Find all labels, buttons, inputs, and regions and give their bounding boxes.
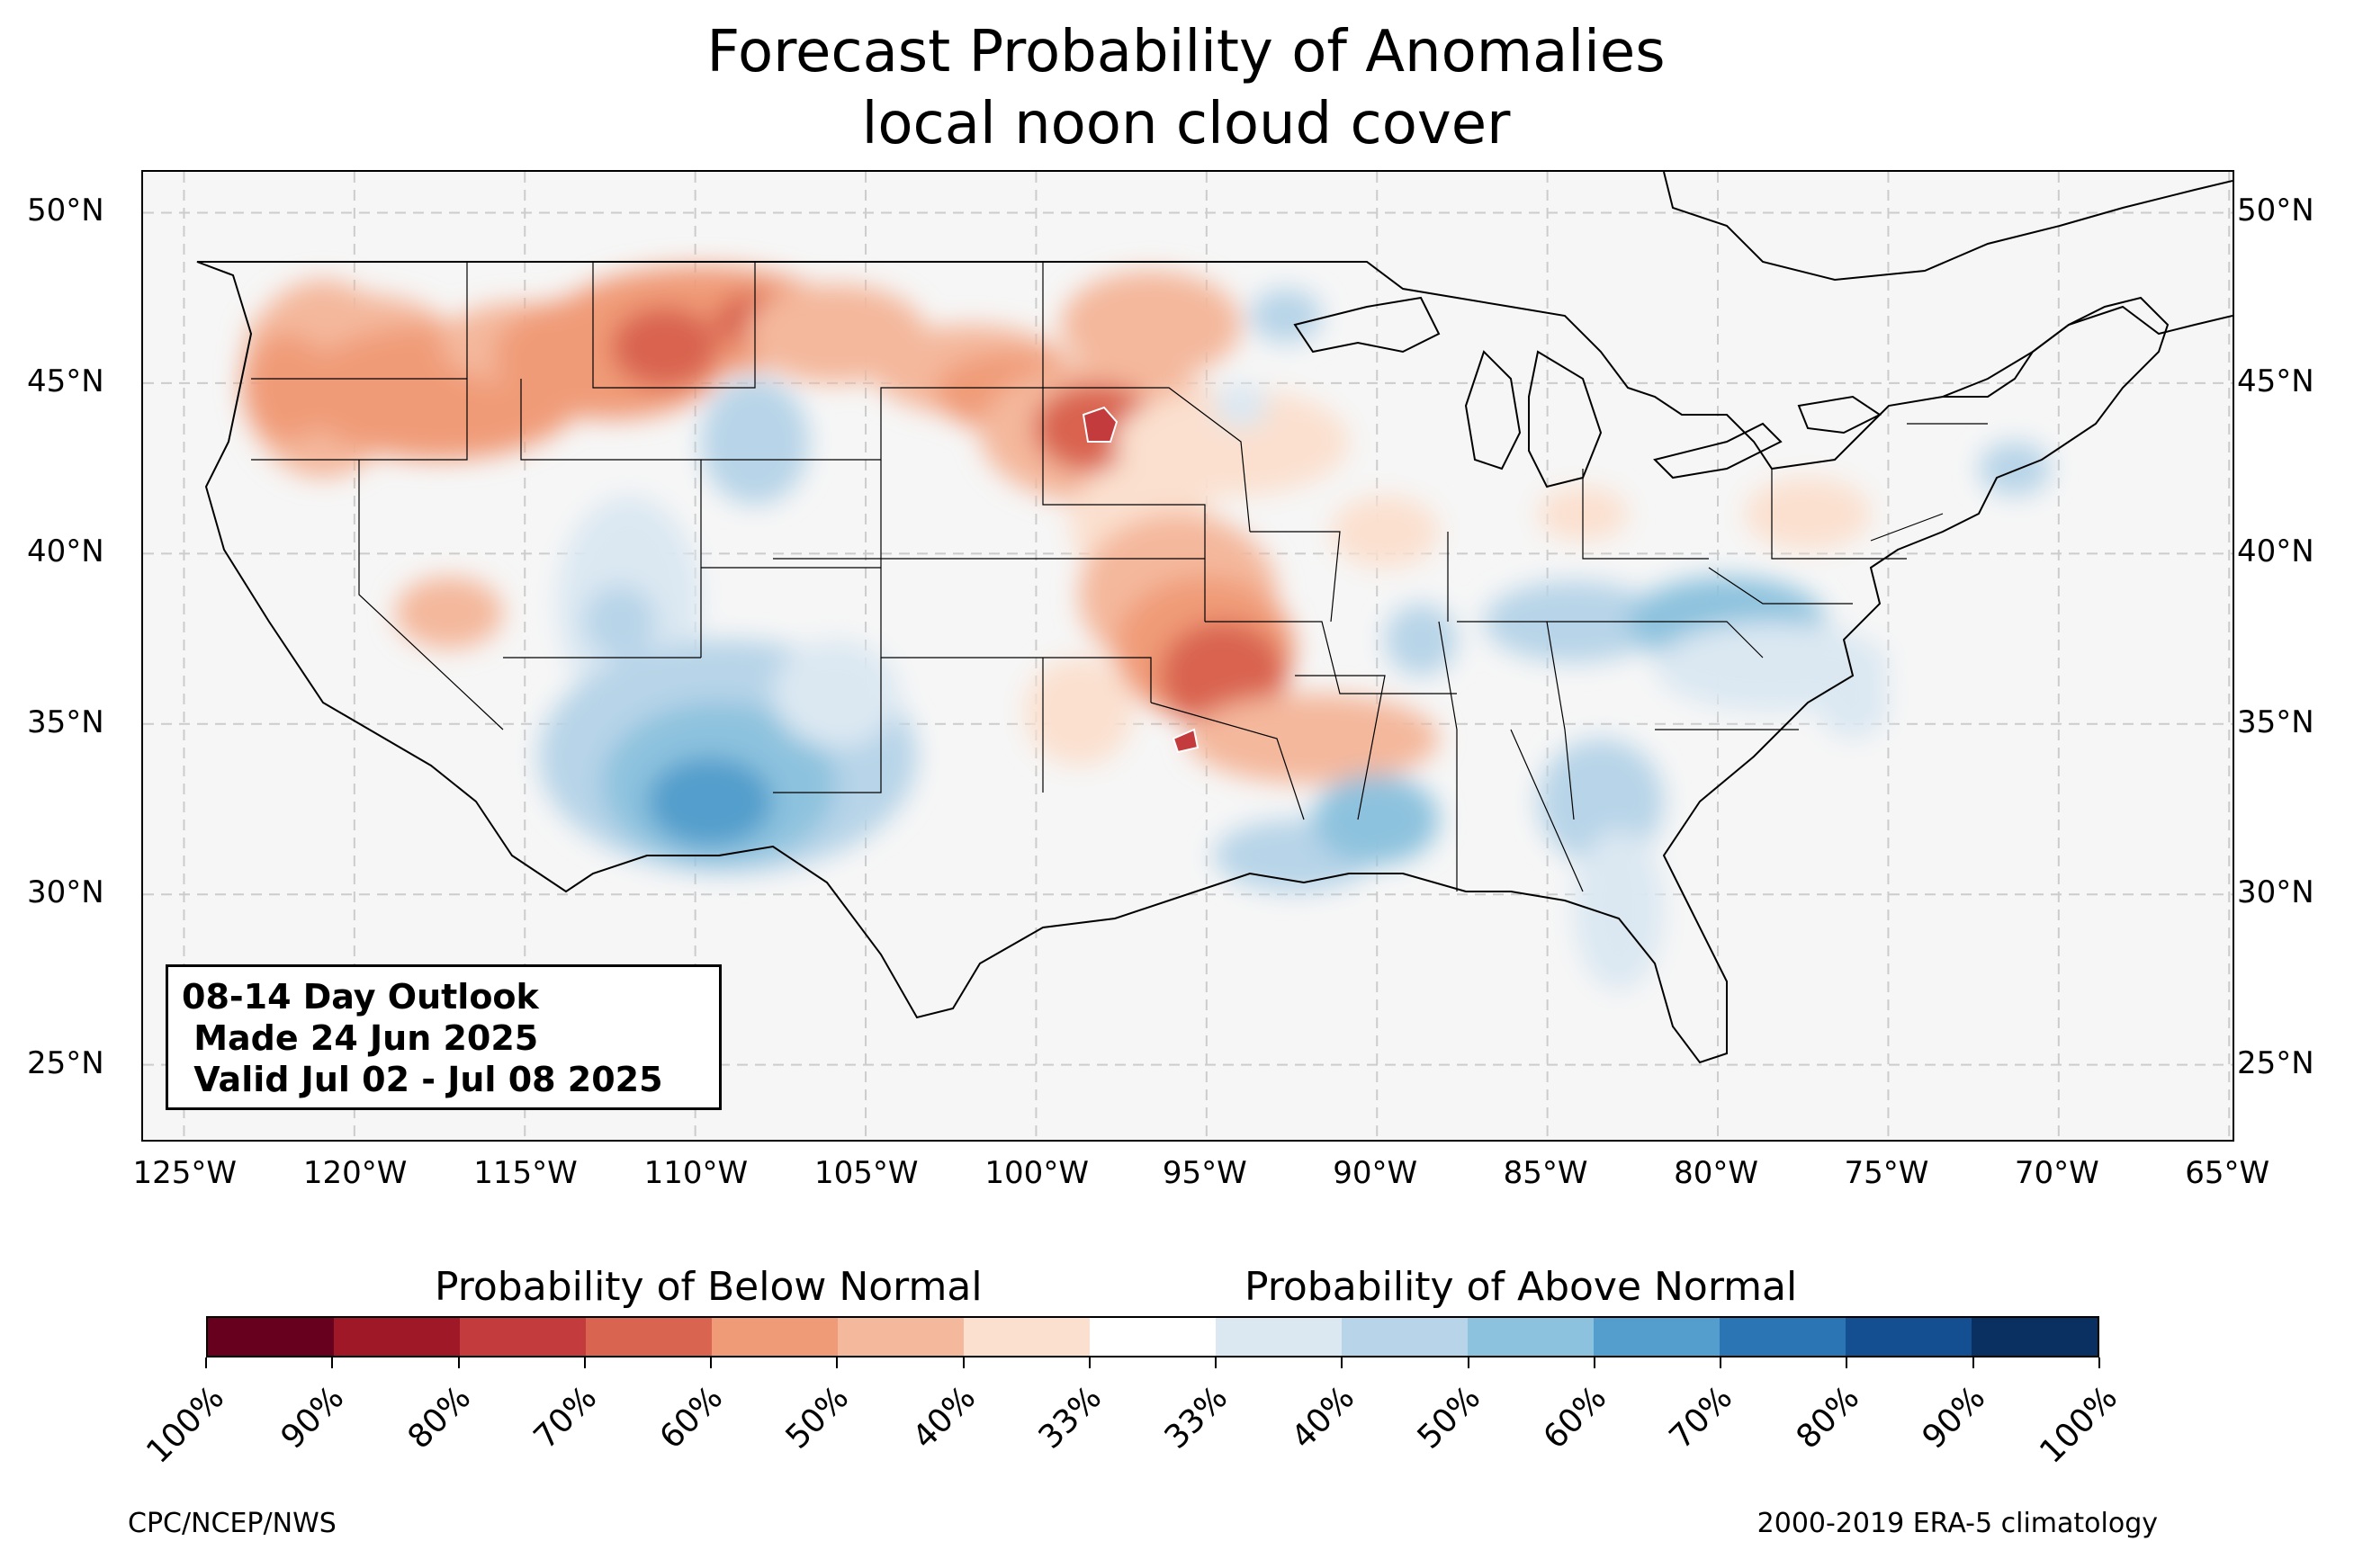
lat-label-left: 30°N [27, 874, 104, 911]
coastline-and-borders [196, 172, 2233, 1064]
colorbar-above-title: Probability of Above Normal [1244, 1264, 1798, 1310]
lat-label-right: 35°N [2237, 703, 2314, 740]
lon-label: 110°W [643, 1155, 749, 1191]
map-panel [141, 170, 2234, 1142]
outlook-made-date: Made 24 Jun 2025 [182, 1018, 539, 1058]
colorbar-tick-label: 60% [1536, 1379, 1614, 1456]
colorbar-tick [331, 1357, 334, 1368]
colorbar [206, 1316, 2099, 1357]
colorbar-tick-label: 40% [1284, 1379, 1361, 1456]
colorbar-tick-label: 80% [1789, 1379, 1866, 1456]
colorbar-segment-4 [712, 1318, 838, 1356]
colorbar-segment-6 [964, 1318, 1090, 1356]
lon-label: 100°W [984, 1155, 1089, 1191]
lon-label: 125°W [132, 1155, 237, 1191]
colorbar-tick [1341, 1357, 1343, 1368]
lat-label-right: 45°N [2237, 363, 2314, 399]
colorbar-segment-12 [1720, 1318, 1846, 1356]
colorbar-tick-label: 100% [139, 1379, 232, 1471]
outlook-info-box: 08-14 Day Outlook Made 24 Jun 2025 Valid… [166, 964, 722, 1110]
colorbar-segment-10 [1468, 1318, 1594, 1356]
outlook-valid-range: Valid Jul 02 - Jul 08 2025 [182, 1060, 663, 1099]
colorbar-segment-2 [460, 1318, 586, 1356]
state-borders [251, 262, 1988, 892]
colorbar-tick [962, 1357, 965, 1368]
colorbar-tick [1846, 1357, 1848, 1368]
colorbar-tick [205, 1357, 207, 1368]
contour-70-oklahoma [1172, 728, 1199, 754]
colorbar-segment-13 [1846, 1318, 1972, 1356]
colorbar-tick-label: 60% [652, 1379, 731, 1456]
colorbar-tick [1215, 1357, 1217, 1368]
colorbar-tick-label: 70% [526, 1379, 605, 1456]
colorbar-segment-9 [1342, 1318, 1468, 1356]
credit-right: 2000-2019 ERA-5 climatology [1757, 1508, 2158, 1539]
colorbar-tick [457, 1357, 460, 1368]
colorbar-segment-11 [1594, 1318, 1720, 1356]
map-title-line1: Forecast Probability of Anomalies [706, 19, 1666, 85]
colorbar-tick-label: 90% [1915, 1379, 1993, 1456]
colorbar-tick-label: 33% [1157, 1379, 1235, 1456]
lon-label: 65°W [2185, 1155, 2270, 1191]
colorbar-segment-1 [334, 1318, 460, 1356]
lat-label-right: 30°N [2237, 874, 2314, 911]
colorbar-segment-8 [1216, 1318, 1342, 1356]
colorbar-tick-label: 40% [905, 1379, 983, 1456]
lon-label: 85°W [1503, 1155, 1588, 1191]
colorbar-tick [1467, 1357, 1469, 1368]
colorbar-tick [583, 1357, 586, 1368]
lat-label-right: 50°N [2237, 193, 2314, 229]
lon-label: 75°W [1844, 1155, 1929, 1191]
colorbar-segment-14 [1972, 1318, 2098, 1356]
colorbar-segment-0 [208, 1318, 334, 1356]
lon-label: 115°W [473, 1155, 578, 1191]
map-canvas [143, 172, 2233, 1140]
contour-70-nebraska [1082, 406, 1119, 443]
lon-label: 90°W [1333, 1155, 1418, 1191]
colorbar-tick [2098, 1357, 2100, 1368]
colorbar-tick-label: 50% [1410, 1379, 1487, 1456]
colorbar-tick-label: 90% [274, 1379, 352, 1456]
lat-label-right: 40°N [2237, 533, 2314, 570]
colorbar-segment-3 [586, 1318, 712, 1356]
colorbar-segment-5 [838, 1318, 964, 1356]
lon-label: 120°W [302, 1155, 408, 1191]
colorbar-tick-label: 100% [2033, 1379, 2125, 1471]
colorbar-segment-7 [1090, 1318, 1216, 1356]
colorbar-tick [1720, 1357, 1722, 1368]
lon-label: 105°W [814, 1155, 919, 1191]
outlook-period: 08-14 Day Outlook [182, 977, 539, 1017]
lon-label: 80°W [1674, 1155, 1758, 1191]
lon-label: 95°W [1162, 1155, 1247, 1191]
colorbar-tick-label: 80% [400, 1379, 478, 1456]
lat-label-left: 50°N [27, 193, 104, 229]
lat-label-left: 35°N [27, 703, 104, 740]
colorbar-tick [836, 1357, 839, 1368]
colorbar-tick [710, 1357, 713, 1368]
colorbar-tick-label: 50% [779, 1379, 857, 1456]
probability-shading [242, 266, 2051, 990]
colorbar-tick-label: 33% [1031, 1379, 1110, 1456]
colorbar-below-title: Probability of Below Normal [435, 1264, 983, 1310]
colorbar-tick [1593, 1357, 1595, 1368]
credit-left: CPC/NCEP/NWS [128, 1508, 337, 1539]
lat-label-right: 25°N [2237, 1044, 2314, 1081]
lon-label: 70°W [2014, 1155, 2099, 1191]
colorbar-tick-label: 70% [1662, 1379, 1740, 1456]
map-title-line2: local noon cloud cover [861, 91, 1511, 157]
colorbar-tick [1088, 1357, 1091, 1368]
lat-label-left: 25°N [27, 1044, 104, 1081]
colorbar-tick [1972, 1357, 1974, 1368]
lat-label-left: 45°N [27, 363, 104, 399]
lat-label-left: 40°N [27, 533, 104, 570]
